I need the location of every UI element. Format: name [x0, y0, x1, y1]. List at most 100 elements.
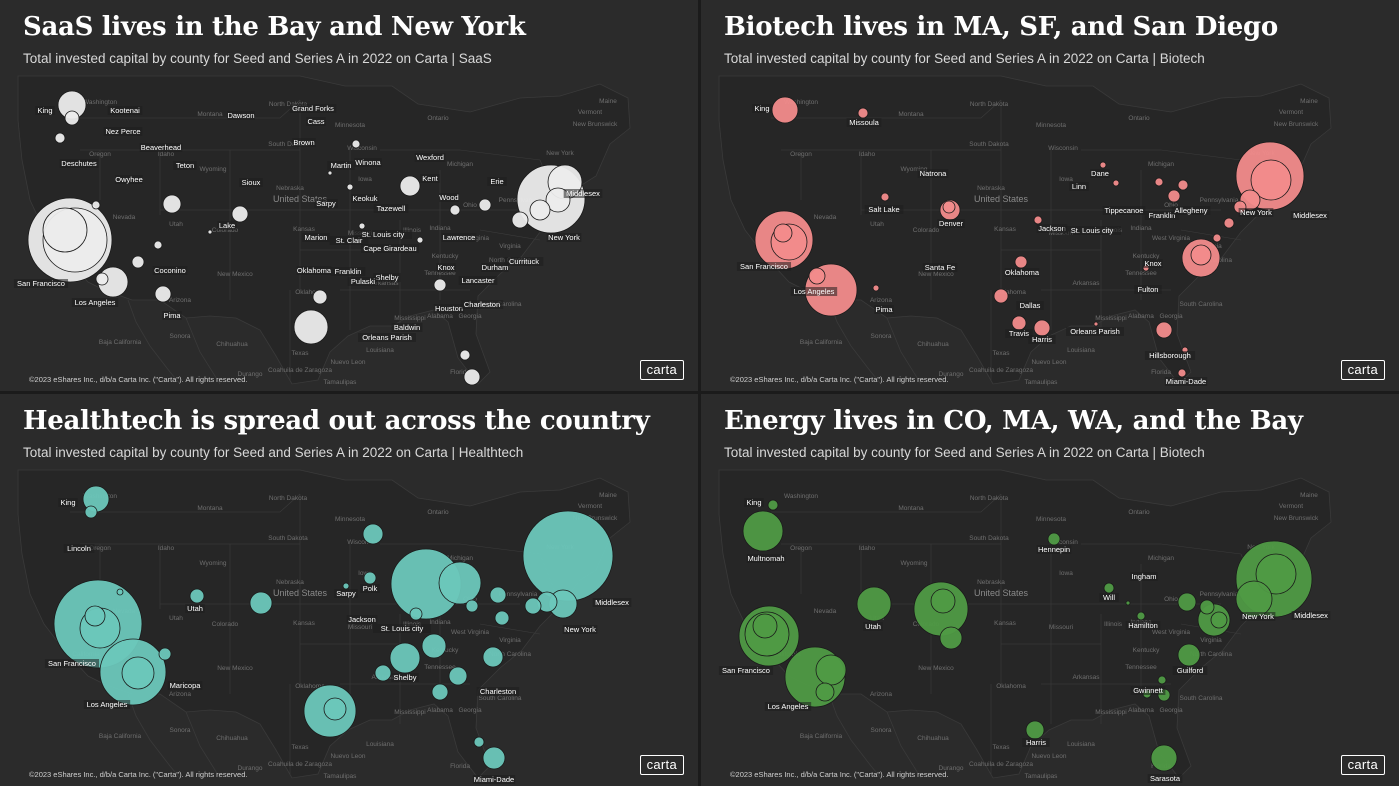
- county-bubble[interactable]: [448, 666, 468, 686]
- county-bubble[interactable]: [482, 746, 506, 770]
- county-bubble[interactable]: [808, 267, 826, 285]
- county-bubble[interactable]: [459, 349, 471, 361]
- county-bubble[interactable]: [511, 211, 529, 229]
- county-bubble[interactable]: [64, 110, 80, 126]
- county-bubble[interactable]: [1011, 315, 1027, 331]
- county-bubble[interactable]: [522, 510, 614, 602]
- county-bubble[interactable]: [438, 561, 482, 605]
- county-bubble[interactable]: [1177, 643, 1201, 667]
- county-bubble[interactable]: [1177, 592, 1197, 612]
- county-bubble[interactable]: [942, 200, 956, 214]
- county-bubble[interactable]: [872, 284, 880, 292]
- county-bubble[interactable]: [207, 229, 213, 235]
- county-bubble[interactable]: [154, 285, 172, 303]
- county-bubble[interactable]: [494, 610, 510, 626]
- carta-logo[interactable]: carta: [1340, 360, 1385, 380]
- county-bubble[interactable]: [529, 199, 551, 221]
- county-bubble[interactable]: [312, 289, 328, 305]
- county-bubble[interactable]: [1155, 321, 1173, 339]
- county-bubble[interactable]: [1157, 675, 1167, 685]
- county-bubble[interactable]: [1223, 217, 1235, 229]
- county-bubble[interactable]: [189, 588, 205, 604]
- county-bubble[interactable]: [374, 664, 392, 682]
- county-bubble[interactable]: [1033, 319, 1051, 337]
- county-bubble[interactable]: [1047, 532, 1061, 546]
- county-bubble[interactable]: [1177, 368, 1187, 378]
- county-bubble[interactable]: [362, 523, 384, 545]
- county-bubble[interactable]: [363, 571, 377, 585]
- county-bubble[interactable]: [1199, 599, 1215, 615]
- county-bubble[interactable]: [91, 200, 101, 210]
- county-bubble[interactable]: [767, 499, 779, 511]
- county-bubble[interactable]: [1112, 179, 1120, 187]
- county-bubble[interactable]: [1136, 611, 1146, 621]
- county-bubble[interactable]: [465, 599, 479, 613]
- county-bubble[interactable]: [116, 588, 124, 596]
- county-bubble[interactable]: [433, 278, 447, 292]
- county-bubble[interactable]: [1210, 611, 1228, 629]
- county-bubble[interactable]: [351, 139, 361, 149]
- county-bubble[interactable]: [773, 223, 793, 243]
- county-bubble[interactable]: [327, 170, 333, 176]
- county-bubble[interactable]: [856, 586, 892, 622]
- county-bubble[interactable]: [930, 588, 956, 614]
- county-bubble[interactable]: [1154, 177, 1164, 187]
- county-bubble[interactable]: [389, 642, 421, 674]
- county-bubble[interactable]: [399, 175, 421, 197]
- county-bubble[interactable]: [1212, 233, 1222, 243]
- county-bubble[interactable]: [416, 236, 424, 244]
- county-bubble[interactable]: [1103, 582, 1115, 594]
- county-bubble[interactable]: [346, 183, 354, 191]
- county-bubble[interactable]: [84, 605, 106, 627]
- county-bubble[interactable]: [162, 194, 182, 214]
- county-bubble[interactable]: [752, 613, 778, 639]
- carta-logo[interactable]: carta: [639, 755, 684, 775]
- county-bubble[interactable]: [358, 222, 366, 230]
- county-bubble[interactable]: [815, 654, 847, 686]
- county-bubble[interactable]: [131, 255, 145, 269]
- carta-logo[interactable]: carta: [639, 360, 684, 380]
- county-bubble[interactable]: [473, 736, 485, 748]
- county-bubble[interactable]: [478, 198, 492, 212]
- county-bubble[interactable]: [489, 586, 507, 604]
- county-bubble[interactable]: [249, 591, 273, 615]
- county-bubble[interactable]: [939, 626, 963, 650]
- county-bubble[interactable]: [742, 510, 784, 552]
- county-bubble[interactable]: [1177, 179, 1189, 191]
- county-bubble[interactable]: [771, 96, 799, 124]
- county-bubble[interactable]: [95, 272, 109, 286]
- county-bubble[interactable]: [1025, 720, 1045, 740]
- county-bubble[interactable]: [431, 683, 449, 701]
- county-bubble[interactable]: [815, 682, 835, 702]
- county-bubble[interactable]: [323, 697, 347, 721]
- county-bubble[interactable]: [1150, 744, 1178, 772]
- county-bubble[interactable]: [857, 107, 869, 119]
- county-bubble[interactable]: [880, 192, 890, 202]
- county-bubble[interactable]: [1014, 255, 1028, 269]
- county-bubble[interactable]: [84, 505, 98, 519]
- county-bubble[interactable]: [993, 288, 1009, 304]
- county-bubble[interactable]: [42, 207, 88, 253]
- county-bubble[interactable]: [1190, 244, 1212, 266]
- county-bubble[interactable]: [153, 240, 163, 250]
- county-bubble[interactable]: [409, 607, 423, 621]
- county-bubble[interactable]: [1255, 553, 1297, 595]
- county-bubble[interactable]: [482, 646, 504, 668]
- county-bubble[interactable]: [1250, 159, 1292, 201]
- county-bubble[interactable]: [1099, 161, 1107, 169]
- county-bubble[interactable]: [158, 647, 172, 661]
- county-bubble[interactable]: [231, 205, 249, 223]
- county-bubble[interactable]: [421, 633, 447, 659]
- county-bubble[interactable]: [1125, 600, 1131, 606]
- county-bubble[interactable]: [449, 204, 461, 216]
- county-bubble[interactable]: [54, 132, 66, 144]
- county-bubble[interactable]: [1033, 215, 1043, 225]
- county-bubble[interactable]: [1093, 321, 1099, 327]
- county-bubble[interactable]: [1167, 189, 1181, 203]
- county-bubble[interactable]: [524, 597, 542, 615]
- county-bubble[interactable]: [293, 309, 329, 345]
